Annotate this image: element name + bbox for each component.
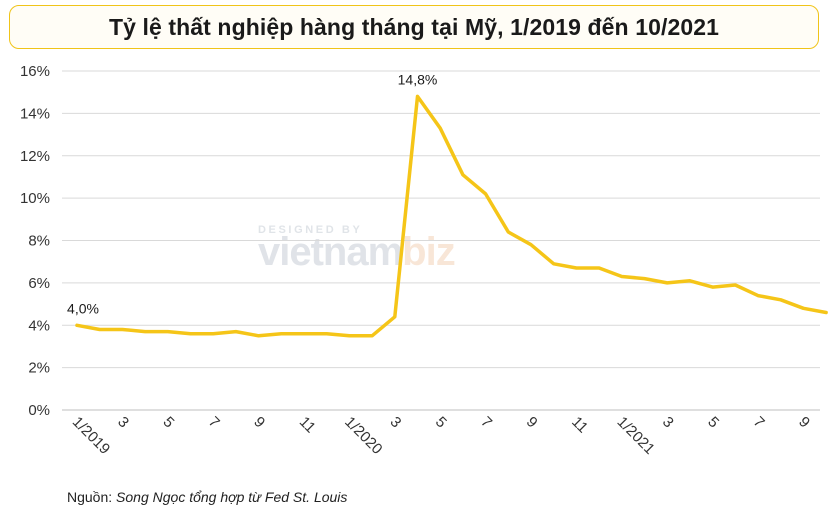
watermark-brand: vietnambiz xyxy=(258,230,538,275)
grid-layer xyxy=(62,70,820,411)
chart-title: Tỷ lệ thất nghiệp hàng tháng tại Mỹ, 1/2… xyxy=(108,13,720,40)
chart-title-box: Tỷ lệ thất nghiệp hàng tháng tại Mỹ, 1/2… xyxy=(9,5,819,49)
x-tick-label: 1/2020 xyxy=(341,413,385,457)
x-tick-label: 5 xyxy=(160,413,178,431)
data-label: 4,0% xyxy=(67,300,99,316)
y-tick-label: 16% xyxy=(20,63,50,80)
watermark-part2: biz xyxy=(402,230,456,274)
y-tick-label: 10% xyxy=(20,190,50,207)
x-tick-label: 9 xyxy=(795,413,813,431)
y-tick-label: 14% xyxy=(20,105,50,122)
y-tick-label: 2% xyxy=(28,360,50,377)
watermark-part1: vietnam xyxy=(258,230,403,274)
label-layer: 4,0% 14,8% xyxy=(67,71,437,316)
x-tick-label: 11 xyxy=(568,413,591,436)
watermark-logo: DESIGNED BY vietnambiz xyxy=(258,224,538,294)
x-tick-label: 9 xyxy=(523,413,541,431)
y-tick-label: 4% xyxy=(28,317,50,334)
source-note: Nguồn: Song Ngọc tổng hợp từ Fed St. Lou… xyxy=(67,489,347,505)
x-tick-label: 7 xyxy=(477,413,495,431)
data-label: 14,8% xyxy=(398,71,438,87)
x-tick-label: 5 xyxy=(704,413,722,431)
x-tick-label: 3 xyxy=(114,413,132,431)
series-line xyxy=(75,94,828,338)
x-tick-label: 11 xyxy=(296,413,319,436)
y-tick-label: 8% xyxy=(28,233,50,250)
x-tick-label: 3 xyxy=(387,413,405,431)
y-tick-label: 12% xyxy=(20,148,50,165)
x-tick-label: 1/2021 xyxy=(614,413,658,457)
x-tick-label: 9 xyxy=(250,413,268,431)
x-tick-label: 5 xyxy=(432,413,450,431)
line-layer xyxy=(75,94,828,338)
x-tick-label: 7 xyxy=(750,413,768,431)
source-prefix: Nguồn: xyxy=(67,489,117,505)
source-body: Song Ngọc tổng hợp từ Fed St. Louis xyxy=(116,489,348,505)
y-tick-label: 0% xyxy=(28,402,50,419)
x-tick-label: 7 xyxy=(205,413,223,431)
watermark-small-text: DESIGNED BY xyxy=(258,224,363,236)
y-tick-label: 6% xyxy=(28,275,50,292)
x-tick-label: 3 xyxy=(659,413,677,431)
x-tick-label: 1/2019 xyxy=(69,413,113,457)
